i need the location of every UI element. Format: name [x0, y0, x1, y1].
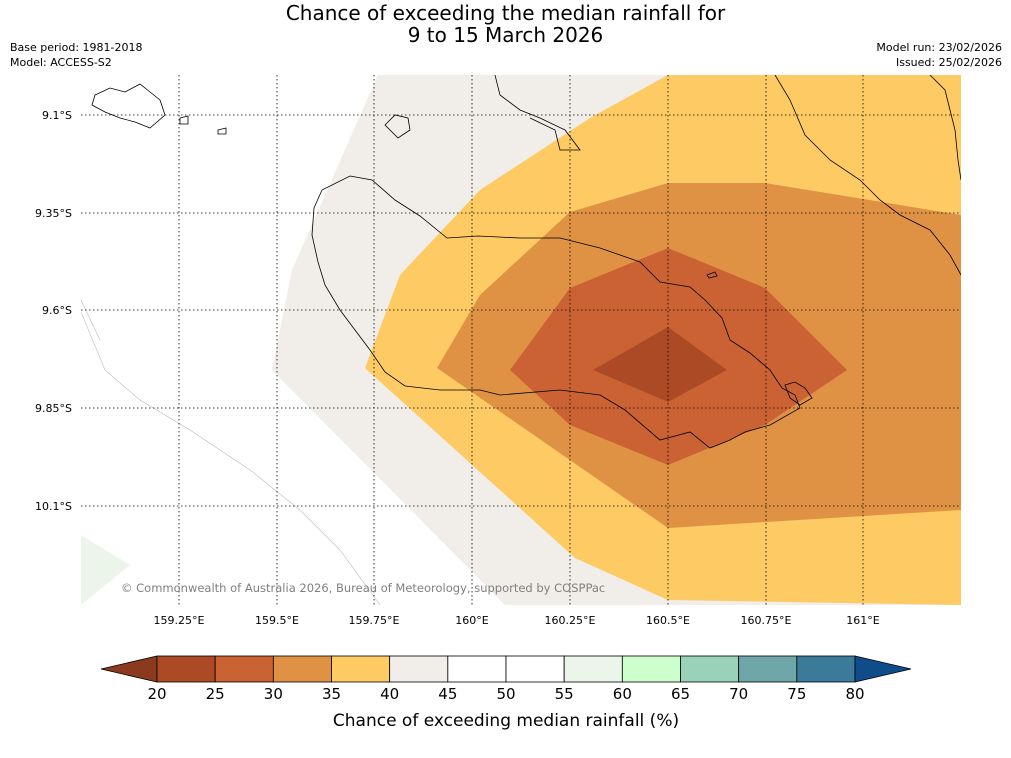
region-20-25	[593, 327, 727, 402]
chart-title-line1: Chance of exceeding the median rainfall …	[285, 1, 726, 25]
colorbar-tick-label: 45	[438, 685, 457, 703]
colorbar-label: Chance of exceeding median rainfall (%)	[333, 711, 679, 731]
boundary-line-2	[81, 299, 101, 341]
colorbar-tick-label: 40	[380, 685, 399, 703]
model-text: Model: ACCESS-S2	[10, 56, 112, 69]
y-tick-label: 9.85°S	[35, 402, 72, 415]
colorbar-segment	[156, 655, 216, 683]
issued-text: Issued: 25/02/2026	[895, 56, 1002, 69]
meta-right: Model run: 23/02/2026 Issued: 25/02/2026	[876, 40, 1002, 70]
colorbar-tick-label: 50	[496, 685, 515, 703]
colorbar-tick-label: 35	[322, 685, 341, 703]
colorbar-segment	[680, 655, 740, 683]
colorbar-tick-label: 25	[206, 685, 225, 703]
x-tick-label: 160.5°E	[646, 614, 690, 627]
x-tick-label: 159.25°E	[154, 614, 205, 627]
colorbar-segment	[505, 655, 565, 683]
colorbar-tick-label: 60	[613, 685, 632, 703]
coastline-guadalcanal	[311, 175, 801, 449]
coastline-north-island	[494, 75, 581, 151]
colorbar-tick-label: 80	[845, 685, 864, 703]
x-tick-labels: 159.25°E 159.5°E 159.75°E 160°E 160.25°E…	[154, 614, 880, 627]
y-tick-label: 10.1°S	[35, 500, 72, 513]
coastline-islet-2	[217, 127, 227, 135]
colorbar-tick-label: 70	[729, 685, 748, 703]
coastline-islet	[179, 115, 189, 125]
boundary-line-1	[81, 311, 381, 605]
chart-title-line2: 9 to 15 March 2026	[407, 23, 604, 47]
colorbar: 20 25 30 35 40 45 50 55 60 65 70 75 80 Chance of exc…	[100, 655, 912, 731]
x-tick-label: 159.75°E	[349, 614, 400, 627]
credit-text: © Commonwealth of Australia 2026, Bureau…	[121, 581, 605, 595]
colorbar-segments	[156, 655, 856, 683]
gridlines	[81, 75, 961, 605]
coastline-malaita-east	[929, 75, 961, 181]
colorbar-segment	[272, 655, 332, 683]
x-tick-label: 160.75°E	[741, 614, 792, 627]
colorbar-tick-label: 20	[147, 685, 166, 703]
x-tick-label: 159.5°E	[255, 614, 299, 627]
y-tick-labels: 9.1°S 9.35°S 9.6°S 9.85°S 10.1°S	[35, 109, 72, 513]
y-tick-label: 9.1°S	[42, 109, 72, 122]
colorbar-segment	[796, 655, 856, 683]
colorbar-tick-label: 30	[264, 685, 283, 703]
colorbar-ticks: 20 25 30 35 40 45 50 55 60 65 70 75 80	[147, 685, 864, 703]
colorbar-segment	[563, 655, 623, 683]
colorbar-segment	[389, 655, 449, 683]
region-55-60	[81, 535, 130, 605]
x-tick-label: 161°E	[846, 614, 879, 627]
y-tick-label: 9.35°S	[35, 207, 72, 220]
coastline-florida-island	[384, 114, 411, 139]
base-period-text: Base period: 1981-2018	[10, 41, 143, 54]
map-panel: © Commonwealth of Australia 2026, Bureau…	[81, 75, 961, 605]
colorbar-segment	[621, 655, 681, 683]
colorbar-tick-label: 65	[671, 685, 690, 703]
coastline-malaita	[774, 75, 961, 276]
colorbar-segment	[214, 655, 274, 683]
colorbar-tick-label: 55	[555, 685, 574, 703]
colorbar-segment	[331, 655, 391, 683]
colorbar-segment	[738, 655, 798, 683]
meta-left: Base period: 1981-2018 Model: ACCESS-S2	[10, 40, 142, 70]
x-tick-label: 160.25°E	[545, 614, 596, 627]
colorbar-tick-label: 75	[787, 685, 806, 703]
boundary-lines	[81, 299, 381, 605]
x-tick-label: 160°E	[455, 614, 488, 627]
y-tick-label: 9.6°S	[42, 304, 72, 317]
model-run-text: Model run: 23/02/2026	[876, 41, 1002, 54]
colorbar-over-arrow	[854, 655, 912, 683]
coastline-islet-3	[706, 271, 718, 279]
coastline-marau	[784, 381, 813, 406]
colorbar-segment	[447, 655, 507, 683]
colorbar-under-arrow	[100, 655, 158, 683]
